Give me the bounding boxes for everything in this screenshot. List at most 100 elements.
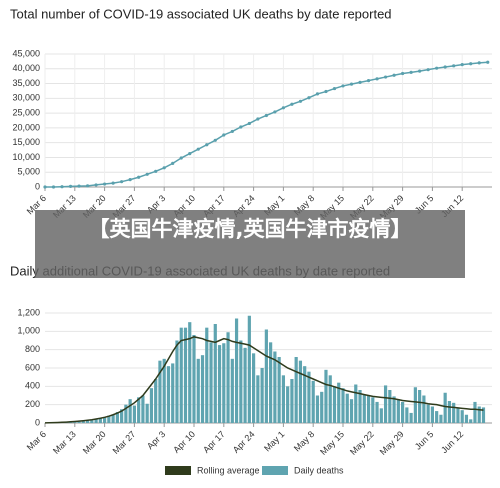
bar <box>388 390 392 423</box>
marker <box>298 99 303 103</box>
bar <box>286 386 290 423</box>
bar <box>213 324 217 423</box>
bar <box>294 357 298 423</box>
bar <box>311 380 315 423</box>
marker <box>435 66 439 70</box>
x-tick-label: Mar 20 <box>81 429 108 456</box>
bar <box>477 406 481 423</box>
marker <box>196 147 200 151</box>
y-tick-label: 0 <box>35 181 40 191</box>
bar <box>188 322 192 423</box>
marker <box>418 69 422 73</box>
bar <box>481 407 486 423</box>
bar <box>298 360 303 423</box>
y-tick-label: 5,000 <box>17 167 40 177</box>
bar <box>354 384 358 423</box>
marker <box>43 185 47 189</box>
bar <box>107 415 111 423</box>
marker <box>85 184 90 188</box>
marker <box>366 79 371 83</box>
bar <box>120 409 124 423</box>
x-tick-label: Mar 6 <box>25 429 48 452</box>
marker <box>281 106 285 110</box>
bar <box>200 355 205 423</box>
x-tick-label: Mar 13 <box>51 429 78 456</box>
x-tick-label: Jun 5 <box>413 429 436 452</box>
bar <box>90 420 94 423</box>
bar <box>358 390 362 423</box>
bar <box>332 386 337 423</box>
marker <box>137 175 141 179</box>
bar <box>392 396 396 423</box>
marker <box>443 65 447 69</box>
bar <box>269 342 273 423</box>
bar <box>362 394 366 423</box>
y-tick-label: 35,000 <box>12 78 40 88</box>
y-tick-label: 0 <box>35 417 40 427</box>
marker <box>375 77 379 81</box>
bar <box>418 390 422 423</box>
bar <box>426 404 430 423</box>
bar <box>366 395 371 423</box>
bar <box>192 335 196 423</box>
bar <box>349 399 354 423</box>
line <box>44 336 484 424</box>
marker <box>162 166 166 170</box>
x-tick-label: May 1 <box>262 429 286 453</box>
bar <box>371 397 375 423</box>
bar <box>320 391 324 423</box>
bar <box>409 412 413 423</box>
marker <box>120 180 124 184</box>
bar <box>375 401 379 423</box>
bar <box>205 327 209 423</box>
bar <box>209 342 213 423</box>
marker <box>452 64 456 68</box>
bar <box>281 375 285 423</box>
bar <box>98 417 102 423</box>
bar <box>154 379 158 423</box>
bar <box>383 385 388 423</box>
marker <box>264 113 268 118</box>
bar <box>132 405 136 423</box>
marker <box>383 75 388 79</box>
y-tick-label: 15,000 <box>12 137 40 147</box>
bar <box>77 421 81 423</box>
x-tick-label: Mar 27 <box>111 429 138 456</box>
marker <box>154 169 158 173</box>
bar <box>464 414 469 423</box>
legend-swatch <box>165 466 191 475</box>
legend-label: Daily deaths <box>294 465 344 475</box>
bar <box>222 343 226 423</box>
bar <box>379 408 383 423</box>
marker <box>324 89 328 94</box>
bar <box>196 358 200 423</box>
bar <box>460 410 464 423</box>
y-tick-label: 30,000 <box>12 93 40 103</box>
x-tick-label: May 15 <box>318 429 346 457</box>
marker <box>486 60 490 64</box>
marker <box>426 68 430 72</box>
x-tick-label: Jun 12 <box>439 429 465 455</box>
y-tick-label: 20,000 <box>12 122 40 132</box>
marker <box>392 73 396 77</box>
y-tick-label: 40,000 <box>12 63 40 73</box>
bar <box>413 387 417 423</box>
bar <box>81 421 85 423</box>
bar <box>469 419 473 423</box>
bar <box>217 345 222 423</box>
bar <box>315 395 320 423</box>
bar <box>179 327 183 423</box>
marker <box>103 182 107 186</box>
bar <box>341 388 345 423</box>
marker <box>128 178 132 182</box>
marker <box>349 82 354 86</box>
marker <box>222 133 226 137</box>
bar <box>73 422 77 423</box>
bar <box>111 414 115 423</box>
y-tick-label: 400 <box>25 381 40 391</box>
marker <box>205 143 209 147</box>
bar <box>264 329 268 423</box>
x-tick-label: May 22 <box>348 429 376 457</box>
bar <box>273 351 277 423</box>
marker <box>239 125 243 129</box>
